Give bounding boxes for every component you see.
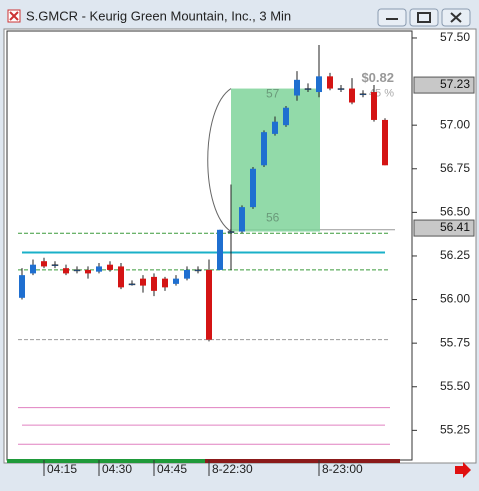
- candle-body: [19, 275, 25, 298]
- candle-body: [140, 278, 146, 286]
- measure-bracket: [207, 88, 232, 232]
- candle-body: [118, 266, 124, 288]
- candle-body: [51, 264, 59, 266]
- candle-body: [206, 269, 212, 340]
- minimize-button[interactable]: [377, 8, 407, 27]
- y-tick-label: 56.25: [440, 248, 470, 262]
- candle-body: [128, 283, 136, 286]
- candle-body: [250, 168, 256, 208]
- candle-body: [283, 107, 289, 126]
- measure-low-label: 56: [266, 211, 280, 225]
- maximize-icon: [417, 12, 431, 23]
- candle-body: [162, 278, 168, 288]
- candle-body: [30, 264, 36, 274]
- price-marker-label: 57.23: [440, 77, 470, 91]
- y-tick-label: 55.50: [440, 379, 470, 393]
- candle-body: [63, 268, 69, 274]
- window-title: S.GMCR - Keurig Green Mountain, Inc., 3 …: [26, 8, 291, 23]
- candle-body: [73, 269, 81, 272]
- y-tick-label: 56.75: [440, 161, 470, 175]
- price-marker: [413, 219, 475, 237]
- candle-body: [359, 93, 367, 96]
- measure-change: $0.82: [361, 70, 394, 85]
- maximize-button[interactable]: [409, 8, 439, 27]
- y-tick-label: 55.25: [440, 423, 470, 437]
- y-tick-label: 57.50: [440, 30, 470, 44]
- y-tick-label: 56.50: [440, 205, 470, 219]
- scroll-arrow[interactable]: [455, 462, 471, 478]
- candle-body: [173, 278, 179, 284]
- candle-body: [304, 88, 312, 90]
- y-tick-label: 57.00: [440, 117, 470, 131]
- candle-body: [272, 121, 278, 134]
- candle-body: [239, 207, 245, 232]
- candle-body: [382, 119, 388, 166]
- plot-area: [6, 30, 413, 461]
- session-bar: [7, 459, 205, 463]
- candle-body: [294, 79, 300, 96]
- candle-body: [184, 269, 190, 279]
- candle-body: [227, 231, 235, 233]
- x-tick-label: 8-23:00: [322, 462, 363, 476]
- candle-body: [107, 264, 113, 270]
- x-tick-label: 04:15: [47, 462, 77, 476]
- candle-body: [151, 276, 157, 291]
- x-tick-label: 8-22:30: [212, 462, 253, 476]
- session-bar: [205, 459, 400, 463]
- candle-body: [261, 132, 267, 166]
- candle-body: [327, 76, 333, 89]
- candle-body: [41, 261, 47, 267]
- close-icon: [450, 12, 462, 23]
- x-tick-label: 04:30: [102, 462, 132, 476]
- candle-body: [337, 88, 345, 90]
- x-tick-label: 04:45: [157, 462, 187, 476]
- y-tick-label: 56.00: [440, 292, 470, 306]
- candle-body: [194, 269, 202, 272]
- measure-box: [231, 88, 320, 232]
- app-icon-mark: [9, 11, 19, 21]
- candle-body: [349, 88, 355, 103]
- candle-body: [316, 76, 322, 93]
- price-marker: [413, 76, 475, 94]
- price-marker-label: 56.41: [440, 220, 470, 234]
- candle-body: [96, 266, 102, 272]
- candle-body: [371, 92, 377, 120]
- measure-high-label: 57: [266, 87, 280, 101]
- candle-body: [217, 229, 223, 270]
- y-tick-label: 55.75: [440, 335, 470, 349]
- candle-body: [85, 269, 91, 274]
